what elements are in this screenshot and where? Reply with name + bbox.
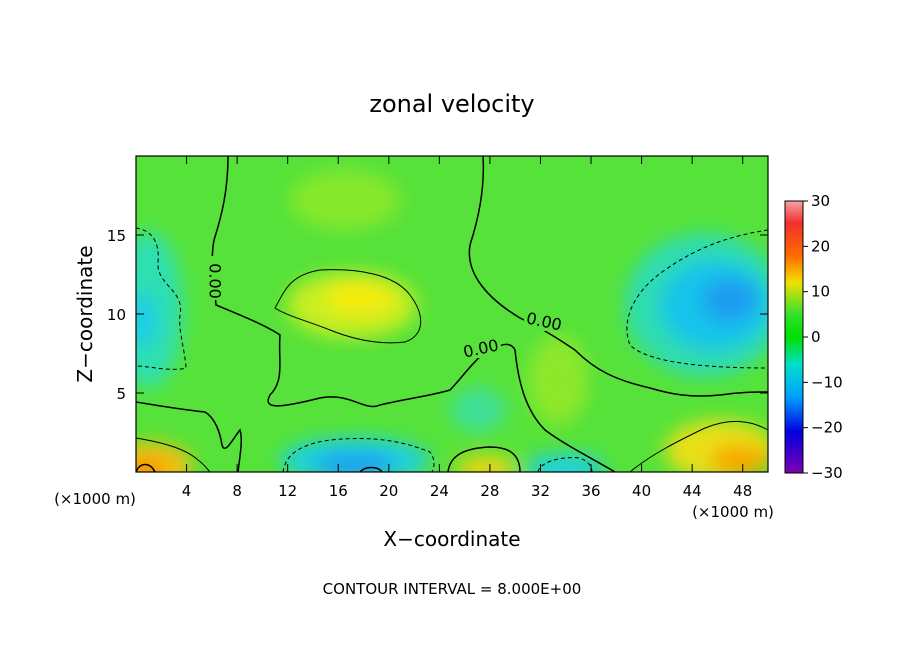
contour-label-1: 0.00: [206, 263, 225, 299]
contour-zero-lower-left: [136, 401, 242, 472]
x-tick-label: 28: [480, 482, 499, 500]
contour-pos-bottom-right: [629, 420, 768, 472]
chart-title: zonal velocity: [369, 90, 534, 118]
contour-zero-upper: [468, 156, 768, 397]
y-axis: 5 10 15: [107, 227, 768, 403]
colorbar-tick-label: 30: [811, 192, 830, 210]
heatmap-field: 0.00 0.00 0.00: [136, 156, 768, 472]
y-axis-label: Z−coordinate: [73, 245, 97, 382]
x-tick-label: 36: [581, 482, 600, 500]
contour-pos-bottom-left: [136, 437, 211, 472]
cold-patch-bottom-2: [525, 454, 605, 472]
colorbar-tick-label: −30: [811, 464, 843, 482]
y-tick-label: 10: [107, 306, 126, 324]
colorbar-tick-label: 10: [811, 283, 830, 301]
x-tick-label: 20: [379, 482, 398, 500]
contour-label-bg-1: [204, 256, 224, 300]
contour-neg-left: [136, 227, 187, 370]
x-unit-right: (×1000 m): [692, 503, 774, 521]
cold-patch-mid: [450, 388, 506, 432]
contour-zero-bottom-left-small: [136, 463, 156, 472]
warm-region-top: [290, 170, 400, 230]
cold-region-left: [136, 232, 183, 388]
contour-zero-bottom-center: [447, 446, 521, 472]
x-axis-label: X−coordinate: [383, 527, 520, 551]
x-tick-label: 8: [232, 482, 242, 500]
x-tick-label: 44: [683, 482, 702, 500]
x-unit-left: (×1000 m): [54, 490, 136, 508]
colorbar-ticks: 30 20 10 0 −10 −20 −30: [803, 192, 843, 482]
contour-zero-bottom-mid-small: [359, 466, 383, 472]
cold-core-right-deep: [702, 278, 758, 322]
y-tick-label: 5: [116, 385, 126, 403]
contour-label-group: 0.00 0.00 0.00: [204, 256, 564, 362]
x-tick-label: 32: [531, 482, 550, 500]
colorbar-tick-label: 20: [811, 237, 830, 255]
warm-region-mid: [528, 335, 588, 425]
colorbar: [784, 200, 804, 474]
contour-label-bg-2: [461, 340, 501, 358]
x-tick-label: 16: [329, 482, 348, 500]
x-axis: 4 8 12 16 20 24 28 32 36 40 44 48: [182, 156, 752, 500]
contour-neg-right: [626, 229, 768, 369]
colorbar-tick-label: −20: [811, 419, 843, 437]
warm-patch-bottom-right-core: [710, 445, 768, 472]
x-tick-label: 40: [632, 482, 651, 500]
x-tick-label: 24: [430, 482, 449, 500]
contour-label-bg-3: [524, 313, 564, 331]
warm-patch-bottom-center: [456, 456, 516, 472]
warm-core-center: [325, 282, 395, 314]
contour-interval-note: CONTOUR INTERVAL = 8.000E+00: [323, 580, 582, 598]
cold-patch-bottom-1-core: [315, 453, 395, 472]
contour-neg-bottom-1: [282, 438, 435, 472]
contour-pos-center: [274, 269, 422, 344]
contour-neg-bottom-2: [537, 457, 593, 472]
x-tick-label: 48: [733, 482, 752, 500]
y-tick-label: 15: [107, 227, 126, 245]
colorbar-tick-label: 0: [811, 328, 821, 346]
colorbar-tick-label: −10: [811, 373, 843, 391]
x-tick-label: 4: [182, 482, 192, 500]
x-tick-label: 12: [278, 482, 297, 500]
warm-patch-bottom-left-core: [136, 460, 166, 472]
cold-core-left: [136, 292, 157, 348]
